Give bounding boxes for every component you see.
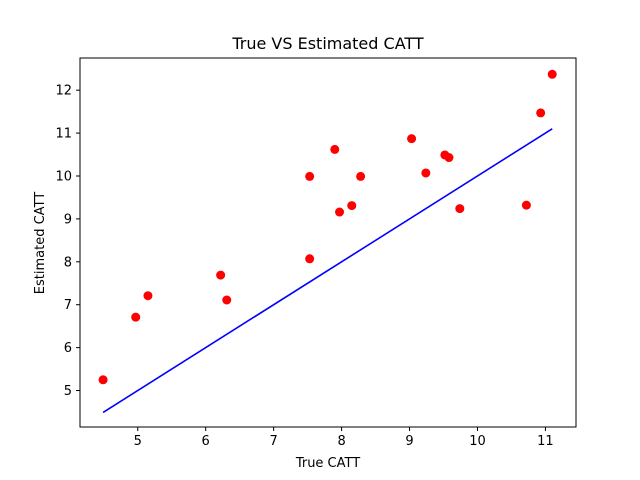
reference-line [102,128,553,414]
x-tick-label: 10 [469,434,486,449]
scatter-point [305,171,315,181]
scatter-point [521,200,531,210]
scatter-point [407,134,417,144]
y-tick-label: 7 [64,298,72,313]
scatter-point [455,204,465,214]
y-tick-label: 12 [55,84,72,99]
axes-frame [79,57,577,428]
x-tick-label: 9 [405,434,413,449]
scatter-point [143,291,153,301]
scatter-point [330,144,340,154]
x-axis-ticks: 5 6 7 8 9 10 11 [134,427,554,449]
scatter-point [347,201,357,211]
y-tick-label: 11 [55,127,72,142]
x-tick-label: 11 [537,434,554,449]
scatter-point [305,254,315,264]
scatter-point [536,108,546,118]
scatter-point [335,207,345,217]
scatter-point [356,171,366,181]
y-tick-label: 10 [55,169,72,184]
y-axis-ticks: 5 6 7 8 9 10 11 12 [55,84,80,399]
scatter-point [547,69,557,79]
scatter-point [444,153,454,163]
scatter-point [98,375,108,385]
y-axis-label: Estimated CATT [33,192,48,294]
x-tick-label: 7 [270,434,278,449]
x-tick-label: 6 [202,434,210,449]
chart-title: True VS Estimated CATT [231,34,424,53]
x-tick-label: 8 [337,434,345,449]
x-tick-label: 5 [134,434,142,449]
scatter-point [222,295,232,305]
series-layer [98,69,557,414]
scatter-point [216,270,226,280]
x-axis-label: True CATT [295,456,360,471]
y-tick-label: 5 [64,384,72,399]
y-tick-label: 9 [64,212,72,227]
y-tick-label: 8 [64,255,72,270]
y-tick-label: 6 [64,341,72,356]
scatter-point [421,168,431,178]
scatter-point [131,312,141,322]
